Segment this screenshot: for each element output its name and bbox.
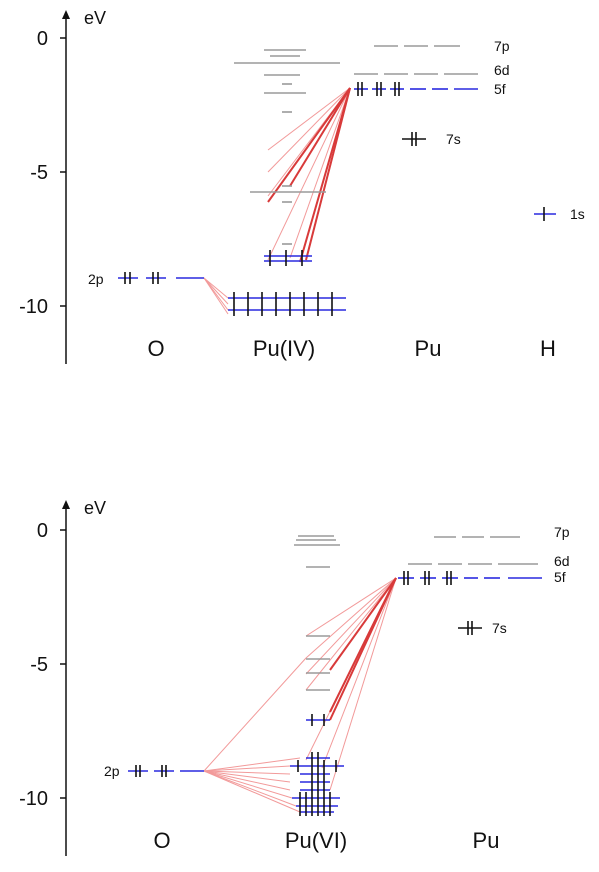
h-1s-level xyxy=(534,207,556,221)
o-2p-levels xyxy=(128,765,204,777)
column-label-o: O xyxy=(147,336,164,361)
orbital-label-7p: 7p xyxy=(554,524,570,540)
o-2p-levels xyxy=(118,272,204,284)
pu-levels xyxy=(398,536,542,635)
orbital-label-7s: 7s xyxy=(446,131,461,147)
axis-unit-label: eV xyxy=(84,8,106,28)
orbital-label-5f: 5f xyxy=(554,569,566,585)
orbital-label-7p: 7p xyxy=(494,38,510,54)
correlation-lines xyxy=(203,87,351,315)
correlation-lines xyxy=(203,577,397,813)
orbital-label-2p: 2p xyxy=(104,763,120,779)
tick-label: -5 xyxy=(30,162,48,184)
orbital-label-5f: 5f xyxy=(494,81,506,97)
column-label-pu: Pu xyxy=(415,336,442,361)
diagram-bottom: eV 0 -5 -10 xyxy=(19,498,570,856)
axis-arrow-icon xyxy=(62,500,70,509)
column-label-o: O xyxy=(153,828,170,853)
column-label-h: H xyxy=(540,336,556,361)
pu-iv-levels xyxy=(228,49,346,316)
diagram-top: eV 0 -5 -10 xyxy=(19,8,585,364)
tick-label: -10 xyxy=(19,788,48,810)
tick-label: 0 xyxy=(37,520,48,542)
tick-label: -5 xyxy=(30,654,48,676)
pu-levels xyxy=(354,45,478,146)
column-label-pu-vi: Pu(VI) xyxy=(285,828,347,853)
tick-label: 0 xyxy=(37,28,48,50)
orbital-label-6d: 6d xyxy=(494,62,510,78)
orbital-label-1s: 1s xyxy=(570,206,585,222)
axis-unit-label: eV xyxy=(84,498,106,518)
column-label-pu: Pu xyxy=(473,828,500,853)
column-label-pu-iv: Pu(IV) xyxy=(253,336,315,361)
orbital-label-6d: 6d xyxy=(554,553,570,569)
orbital-label-2p: 2p xyxy=(88,271,104,287)
tick-label: -10 xyxy=(19,296,48,318)
orbital-label-7s: 7s xyxy=(492,620,507,636)
pu-vi-levels xyxy=(290,535,344,816)
axis-arrow-icon xyxy=(62,10,70,19)
